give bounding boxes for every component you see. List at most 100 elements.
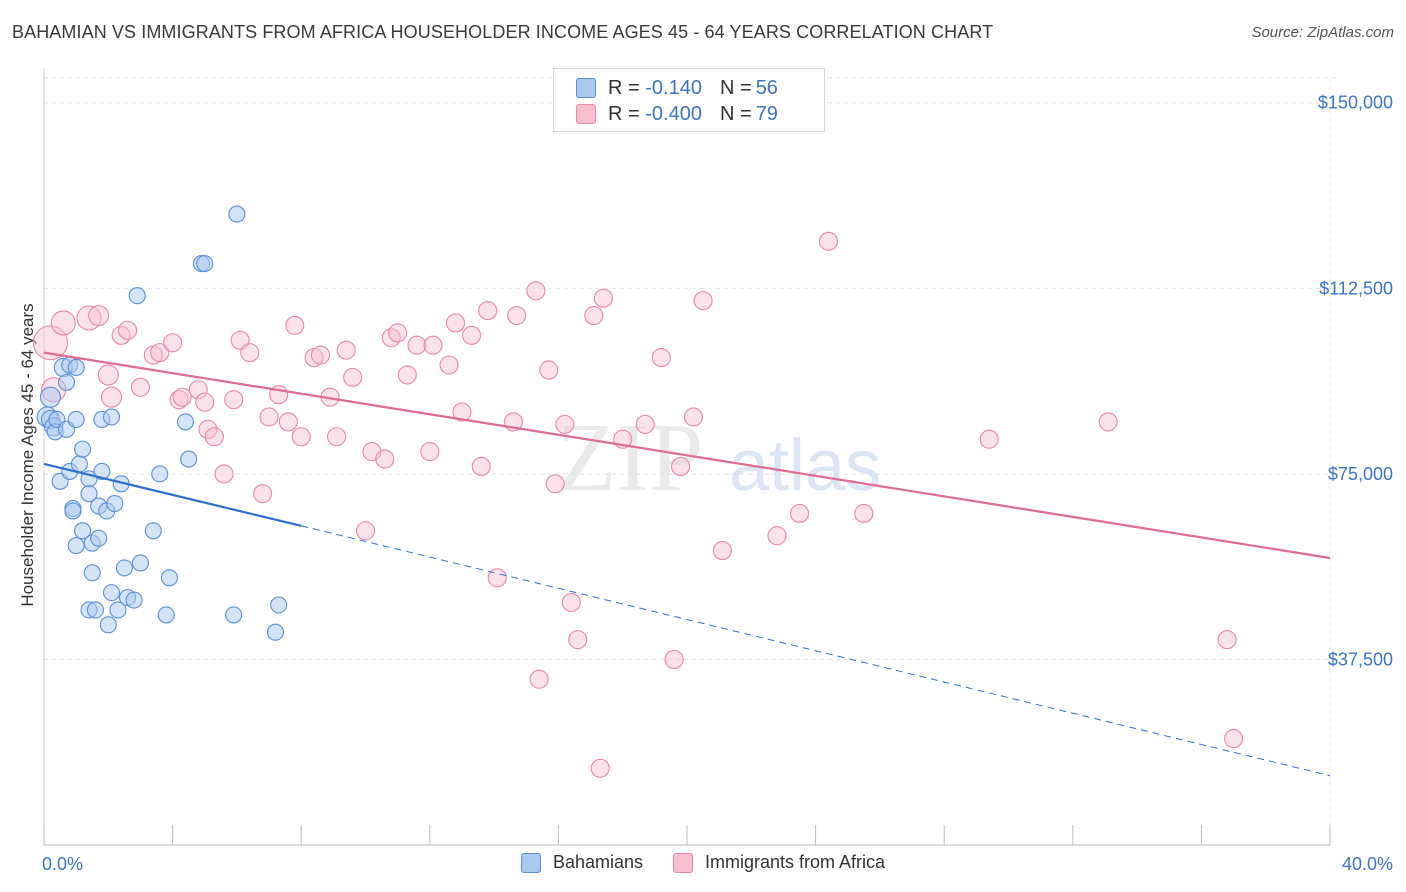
point-immigrants-from-africa	[163, 333, 183, 353]
legend-item-bahamians: Bahamians	[520, 852, 643, 873]
point-immigrants-from-africa	[767, 526, 787, 546]
tick-labels: $37,500 $75,000 $112,500 $150,000 0.0% 40.0%	[42, 93, 1393, 874]
point-immigrants-from-africa	[97, 364, 119, 386]
point-immigrants-from-africa	[979, 429, 999, 449]
point-immigrants-from-africa	[310, 345, 331, 365]
point-immigrants-from-africa	[381, 328, 401, 348]
legend-row-bahamians: R = -0.140 N = 56	[576, 76, 778, 100]
point-immigrants-from-africa	[285, 315, 305, 335]
trend-line-bahamians-extension	[301, 525, 1331, 777]
series-bahamians-points	[36, 205, 288, 641]
point-immigrants-from-africa	[130, 377, 150, 397]
point-bahamians	[39, 386, 61, 408]
point-immigrants-from-africa	[172, 387, 192, 407]
point-bahamians	[176, 413, 195, 431]
point-immigrants-from-africa	[224, 390, 244, 410]
point-immigrants-from-africa	[1217, 630, 1237, 650]
point-bahamians	[102, 584, 121, 602]
point-immigrants-from-africa	[253, 484, 273, 504]
point-bahamians	[93, 462, 111, 480]
point-immigrants-from-africa	[635, 414, 655, 434]
point-bahamians	[196, 255, 214, 273]
point-immigrants-from-africa	[590, 758, 610, 778]
point-immigrants-from-africa	[487, 568, 507, 588]
chart-title: BAHAMIAN VS IMMIGRANTS FROM AFRICA HOUSE…	[12, 22, 994, 42]
point-immigrants-from-africa	[88, 304, 110, 327]
point-bahamians	[157, 606, 175, 624]
point-immigrants-from-africa	[664, 649, 684, 669]
point-immigrants-from-africa	[584, 305, 604, 326]
point-immigrants-from-africa	[445, 313, 466, 333]
point-immigrants-from-africa	[683, 407, 703, 427]
axes	[43, 68, 1331, 846]
point-immigrants-from-africa	[539, 360, 559, 380]
point-immigrants-from-africa	[407, 335, 427, 355]
point-immigrants-from-africa	[169, 390, 189, 410]
point-bahamians	[74, 522, 92, 540]
legend-item-immigrants-from-africa: Immigrants from Africa	[673, 852, 885, 873]
point-bahamians	[228, 205, 246, 223]
legend-row-immigrants: R = -0.400 N = 79	[576, 102, 778, 126]
point-immigrants-from-africa	[291, 427, 311, 447]
point-bahamians	[90, 529, 108, 547]
point-immigrants-from-africa	[529, 669, 549, 689]
point-bahamians	[131, 554, 149, 572]
x-tick-label-start: 0.0%	[42, 854, 83, 874]
point-immigrants-from-africa	[397, 365, 417, 385]
legend-swatch-pink	[673, 852, 693, 873]
legend-swatch-pink	[576, 104, 596, 124]
point-immigrants-from-africa	[198, 419, 218, 439]
trend-line-immigrants-from-africa	[43, 351, 1331, 560]
point-immigrants-from-africa	[478, 301, 498, 321]
point-immigrants-from-africa	[818, 231, 839, 251]
trend-lines	[43, 351, 1331, 777]
point-immigrants-from-africa	[555, 414, 575, 434]
point-bahamians	[180, 450, 198, 468]
point-immigrants-from-africa	[195, 392, 215, 412]
legend-swatch-blue	[520, 852, 541, 873]
point-immigrants-from-africa	[854, 503, 874, 524]
point-bahamians	[67, 410, 85, 428]
point-bahamians	[109, 601, 127, 619]
point-immigrants-from-africa	[188, 380, 208, 400]
point-immigrants-from-africa	[278, 412, 298, 432]
correlation-legend: R = -0.140 N = 56 R = -0.400 N = 79	[553, 68, 825, 132]
y-tick-label: $37,500	[1328, 649, 1393, 669]
point-immigrants-from-africa	[545, 474, 565, 494]
point-bahamians	[115, 559, 133, 577]
point-bahamians	[83, 564, 101, 582]
point-immigrants-from-africa	[214, 464, 234, 484]
point-bahamians	[74, 440, 92, 458]
n-value: 56	[755, 76, 778, 99]
point-immigrants-from-africa	[712, 541, 732, 561]
n-value: 79	[755, 102, 778, 125]
point-immigrants-from-africa	[452, 402, 472, 422]
point-immigrants-from-africa	[336, 340, 356, 360]
point-immigrants-from-africa	[355, 521, 376, 541]
point-bahamians	[266, 623, 285, 641]
point-bahamians	[86, 601, 104, 619]
legend-swatch-blue	[576, 78, 596, 98]
point-bahamians	[128, 287, 146, 305]
point-immigrants-from-africa	[259, 407, 279, 427]
trend-line-bahamians	[43, 462, 302, 527]
point-immigrants-from-africa	[593, 288, 613, 308]
point-bahamians	[57, 373, 76, 391]
point-bahamians	[64, 502, 82, 520]
point-immigrants-from-africa	[462, 325, 482, 345]
point-immigrants-from-africa	[1224, 729, 1244, 749]
point-bahamians	[67, 537, 85, 555]
point-immigrants-from-africa	[118, 320, 138, 340]
point-bahamians	[102, 408, 121, 426]
y-tick-label: $112,500	[1319, 278, 1393, 298]
x-tick-label-end: 40.0%	[1342, 854, 1393, 874]
point-bahamians	[160, 569, 178, 587]
y-tick-label: $75,000	[1328, 464, 1393, 484]
point-immigrants-from-africa	[526, 281, 546, 301]
point-immigrants-from-africa	[568, 630, 588, 650]
point-immigrants-from-africa	[651, 348, 671, 368]
point-bahamians	[70, 455, 88, 473]
point-bahamians	[106, 495, 124, 513]
point-immigrants-from-africa	[423, 335, 443, 355]
